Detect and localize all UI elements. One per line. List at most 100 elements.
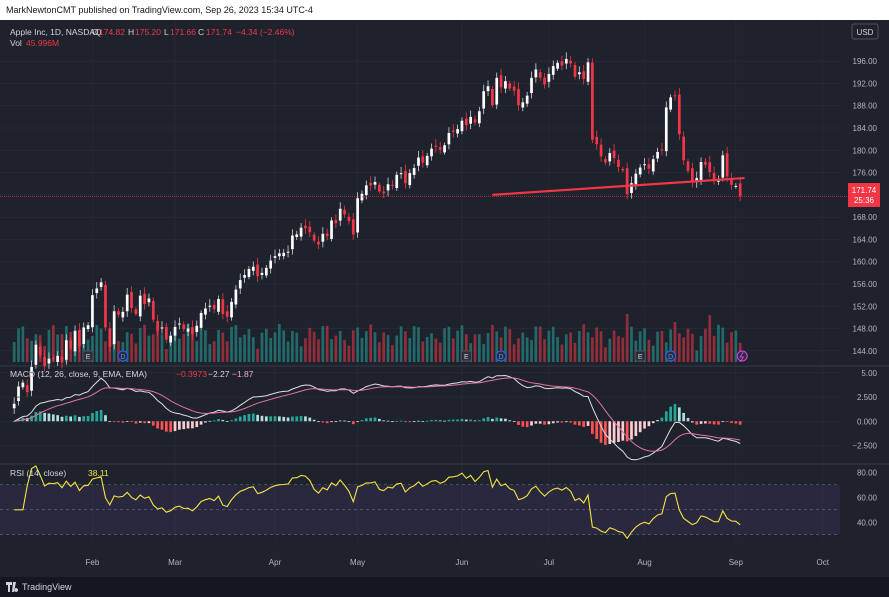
rsi-title: RSI (14, close) [10, 468, 66, 478]
macd-histogram-bar [51, 414, 55, 422]
volume-bar [647, 339, 651, 362]
volume-bar [321, 326, 325, 362]
split-marker [736, 350, 748, 362]
volume-bar [17, 328, 20, 362]
volume-bar [173, 330, 177, 362]
candle-body [595, 136, 599, 145]
macd-histogram-bar [543, 421, 546, 425]
macd-histogram-bar [682, 412, 686, 422]
macd-histogram-bar [473, 420, 477, 422]
candle-body [117, 311, 120, 315]
grid [0, 20, 889, 541]
candle-body [656, 151, 659, 159]
candle-body [425, 155, 429, 166]
currency-box[interactable] [851, 23, 879, 40]
volume-bar [504, 326, 507, 362]
macd-histogram-bar [317, 421, 320, 423]
macd-histogram-bar [391, 421, 394, 423]
candle-body [99, 282, 103, 287]
candle-body [191, 327, 194, 335]
earnings-badge [634, 350, 646, 362]
candle-body [121, 311, 125, 318]
volume-bar [99, 328, 103, 362]
candle-body [204, 308, 207, 315]
candle-body [182, 324, 186, 330]
time-axis: FebMarAprMayJunJulAugSepOctNov [86, 558, 830, 567]
candle-body [712, 173, 716, 180]
macd-histogram-bar [491, 418, 494, 422]
candle-body [104, 284, 107, 328]
macd-histogram-bar [569, 421, 572, 423]
macd-histogram-bar [304, 416, 307, 422]
macd-histogram-bar [417, 420, 420, 422]
macd-histogram-bar [86, 415, 90, 422]
candle-body [369, 182, 373, 186]
macd-histogram-bar [338, 420, 342, 422]
macd-histogram-bar [560, 421, 564, 423]
macd-histogram-bar [530, 421, 533, 426]
macd-histogram-bar [369, 417, 373, 422]
event-marker-label: E [86, 354, 91, 361]
signal-line [14, 377, 741, 452]
macd-histogram-bar [556, 421, 559, 423]
macd-histogram-bar [456, 419, 459, 422]
macd-histogram-bar [677, 407, 681, 422]
candle-body [386, 184, 390, 191]
macd-histogram-bar [547, 421, 551, 425]
candle-body [704, 161, 707, 165]
macd-histogram-bar [591, 421, 594, 434]
candle-body [317, 241, 320, 245]
volume-bar [582, 324, 586, 362]
candle-body [251, 266, 255, 271]
month-label: May [350, 558, 365, 567]
last-price-value: 171.74 [852, 186, 877, 195]
macd-histogram-bar [330, 421, 333, 423]
candle-body [438, 147, 442, 150]
candle-body [643, 164, 646, 166]
month-label: Jul [544, 558, 554, 567]
candle-body [408, 173, 412, 186]
volume-bar [151, 334, 155, 362]
macd-histogram-bar [256, 414, 259, 422]
macd-histogram-bar [234, 418, 238, 422]
earnings-badge [82, 350, 94, 362]
volume-bar [451, 338, 455, 362]
volume-bar [730, 332, 733, 362]
volume-value: 45.996M [26, 38, 59, 48]
candle-body [599, 144, 603, 157]
macd-histogram-bar [617, 421, 620, 442]
macd-histogram-bar [708, 421, 712, 424]
candle-body [12, 403, 16, 409]
volume-bar [577, 331, 581, 362]
candle-body [169, 335, 173, 343]
candle-body [543, 77, 546, 85]
candle-body [417, 157, 420, 166]
macd-line-value: −2.27 [208, 369, 230, 379]
macd-signal-value: −1.87 [232, 369, 254, 379]
candle-body [625, 168, 629, 195]
dividend-badge [665, 350, 677, 362]
macd-tick-label: 0.000 [857, 417, 878, 426]
macd-histogram-bar [378, 418, 381, 422]
macd-histogram-bar [12, 421, 16, 423]
macd-histogram-bar [630, 421, 633, 440]
candle-body [299, 227, 303, 237]
candle-body [325, 233, 329, 237]
currency-label[interactable]: USD [857, 28, 874, 37]
macd-histogram-bar [238, 416, 242, 422]
candle-body [125, 294, 129, 312]
volume-bar [299, 346, 303, 362]
candle-body [330, 220, 333, 239]
volume-bar [717, 324, 720, 362]
macd-histogram-bar [608, 421, 612, 444]
volume-bar [612, 330, 616, 362]
candle-body [247, 268, 251, 277]
volume-bar [643, 328, 646, 362]
candle-body [525, 95, 529, 104]
volume-bar [164, 349, 168, 362]
candle-body [499, 75, 503, 88]
volume-bar [660, 331, 664, 362]
macd-tick-label: 2.500 [857, 393, 878, 402]
